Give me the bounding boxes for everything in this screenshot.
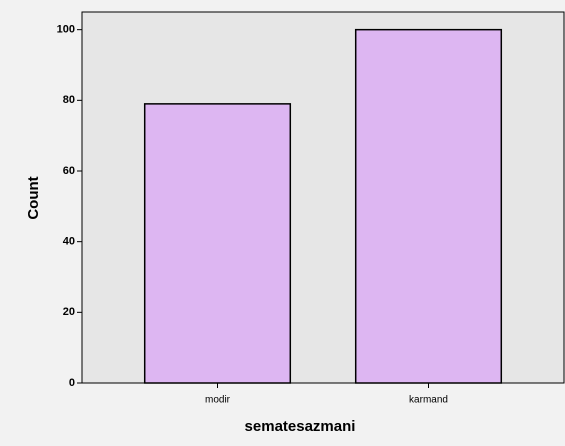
chart: sematesazmani Count 0 20 40 60 80 100 modir kar… — [0, 0, 565, 446]
y-tick-label: 60 — [63, 165, 75, 177]
page: sematesazmani Count 0 20 40 60 80 100 modir kar… — [0, 0, 565, 446]
y-tick-label: 80 — [63, 94, 75, 106]
bar — [145, 104, 291, 383]
y-tick-label: 20 — [63, 306, 75, 318]
x-tick-label: modir — [205, 395, 231, 406]
x-axis-title: sematesazmani — [245, 418, 356, 435]
y-tick-label: 0 — [69, 377, 75, 389]
y-tick-label: 100 — [57, 24, 75, 36]
bar — [356, 30, 502, 383]
x-tick-label: karmand — [409, 395, 448, 406]
y-tick-label: 40 — [63, 236, 75, 248]
y-axis-title: Count — [25, 176, 42, 219]
